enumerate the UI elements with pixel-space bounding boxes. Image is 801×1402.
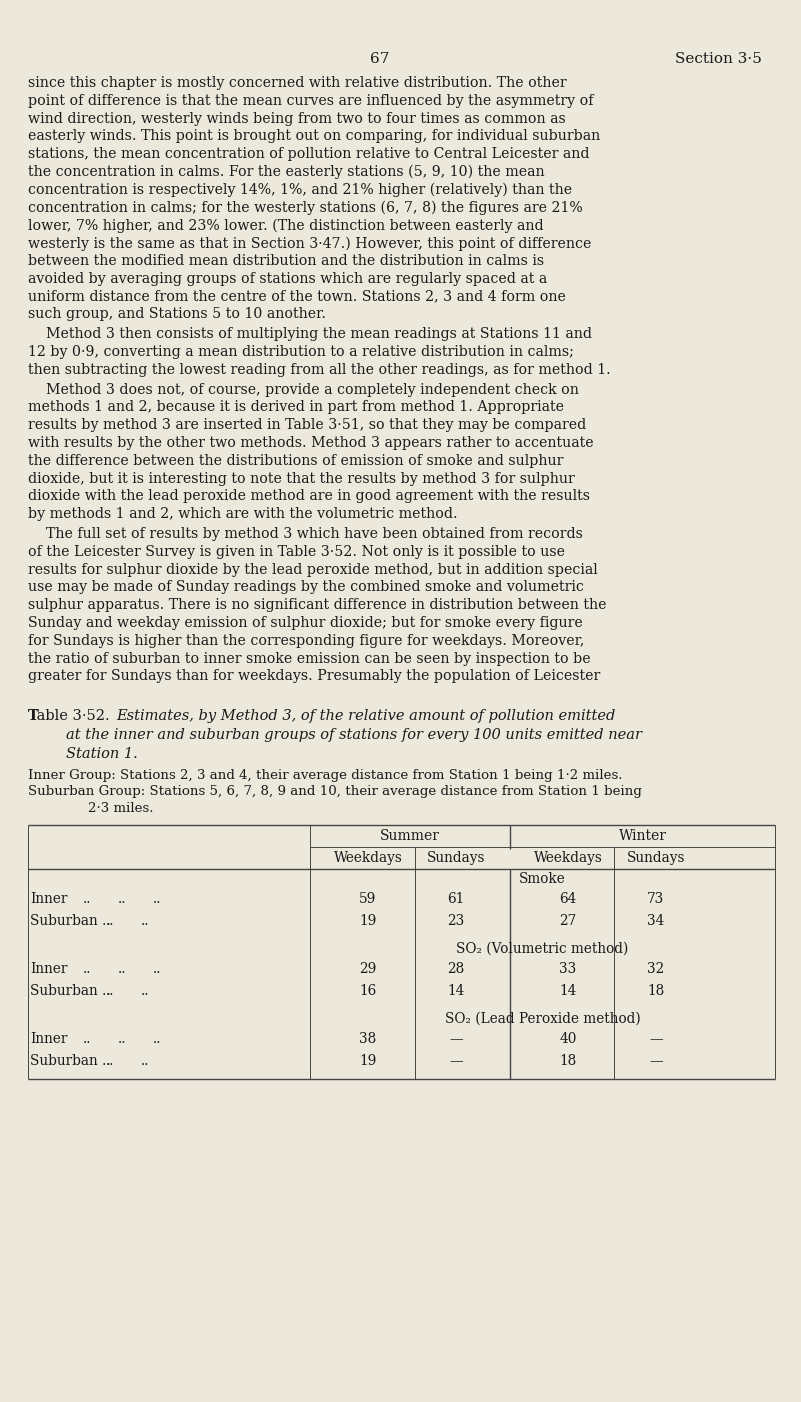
Text: 2·3 miles.: 2·3 miles. [88,802,154,815]
Text: Method 3 does not, of course, provide a completely independent check on: Method 3 does not, of course, provide a … [28,383,579,397]
Text: ..: .. [141,914,150,928]
Text: Inner Group: Stations 2, 3 and 4, their average distance from Station 1 being 1·: Inner Group: Stations 2, 3 and 4, their … [28,768,622,781]
Text: 18: 18 [647,984,665,998]
Text: Inner: Inner [30,892,67,906]
Text: then subtracting the lowest reading from all the other readings, as for method 1: then subtracting the lowest reading from… [28,363,610,377]
Text: Weekdays: Weekdays [333,851,402,865]
Text: by methods 1 and 2, which are with the volumetric method.: by methods 1 and 2, which are with the v… [28,508,457,522]
Text: wind direction, westerly winds being from two to four times as common as: wind direction, westerly winds being fro… [28,112,566,126]
Text: ..: .. [106,1054,115,1068]
Text: Suburban ..: Suburban .. [30,1054,111,1068]
Text: easterly winds. This point is brought out on comparing, for individual suburban: easterly winds. This point is brought ou… [28,129,600,143]
Text: Sundays: Sundays [626,851,685,865]
Text: ..: .. [141,984,150,998]
Text: 14: 14 [447,984,465,998]
Text: 33: 33 [559,962,577,976]
Text: 28: 28 [448,962,465,976]
Text: use may be made of Sunday readings by the combined smoke and volumetric: use may be made of Sunday readings by th… [28,580,584,594]
Text: 23: 23 [448,914,465,928]
Text: such group, and Stations 5 to 10 another.: such group, and Stations 5 to 10 another… [28,307,326,321]
Text: of the Leicester Survey is given in Table 3·52. Not only is it possible to use: of the Leicester Survey is given in Tabl… [28,545,565,559]
Text: Weekdays: Weekdays [533,851,602,865]
Text: 40: 40 [559,1032,577,1046]
Text: for Sundays is higher than the corresponding figure for weekdays. Moreover,: for Sundays is higher than the correspon… [28,634,585,648]
Text: Smoke: Smoke [519,872,566,886]
Text: point of difference is that the mean curves are influenced by the asymmetry of: point of difference is that the mean cur… [28,94,594,108]
Text: 34: 34 [647,914,665,928]
Text: Inner: Inner [30,1032,67,1046]
Text: methods 1 and 2, because it is derived in part from method 1. Appropriate: methods 1 and 2, because it is derived i… [28,401,564,415]
Text: 61: 61 [448,892,465,906]
Text: Suburban ..: Suburban .. [30,914,111,928]
Text: the difference between the distributions of emission of smoke and sulphur: the difference between the distributions… [28,454,563,468]
Text: dioxide, but it is interesting to note that the results by method 3 for sulphur: dioxide, but it is interesting to note t… [28,471,575,485]
Text: with results by the other two methods. Method 3 appears rather to accentuate: with results by the other two methods. M… [28,436,594,450]
Text: 18: 18 [559,1054,577,1068]
Text: sulphur apparatus. There is no significant difference in distribution between th: sulphur apparatus. There is no significa… [28,599,606,613]
Text: Summer: Summer [380,829,440,843]
Text: ..: .. [118,962,127,976]
Text: 67: 67 [370,52,390,66]
Text: ..: .. [83,1032,91,1046]
Text: Inner: Inner [30,962,67,976]
Text: Table 3·52.: Table 3·52. [28,709,110,723]
Text: SO₂ (Volumetric method): SO₂ (Volumetric method) [457,942,629,956]
Text: since this chapter is mostly concerned with relative distribution. The other: since this chapter is mostly concerned w… [28,76,566,90]
Text: Method 3 then consists of multiplying the mean readings at Stations 11 and: Method 3 then consists of multiplying th… [28,327,592,341]
Text: 73: 73 [647,892,665,906]
Text: 29: 29 [360,962,376,976]
Text: ..: .. [83,962,91,976]
Text: concentration is respectively 14%, 1%, and 21% higher (relatively) than the: concentration is respectively 14%, 1%, a… [28,182,572,198]
Text: Suburban Group: Stations 5, 6, 7, 8, 9 and 10, their average distance from Stati: Suburban Group: Stations 5, 6, 7, 8, 9 a… [28,785,642,798]
Text: results for sulphur dioxide by the lead peroxide method, but in addition special: results for sulphur dioxide by the lead … [28,562,598,576]
Text: ..: .. [153,962,162,976]
Text: stations, the mean concentration of pollution relative to Central Leicester and: stations, the mean concentration of poll… [28,147,590,161]
Text: ..: .. [106,984,115,998]
Text: ..: .. [106,914,115,928]
Text: 38: 38 [360,1032,376,1046]
Text: 64: 64 [559,892,577,906]
Text: concentration in calms; for the westerly stations (6, 7, 8) the figures are 21%: concentration in calms; for the westerly… [28,200,583,215]
Text: Section 3·5: Section 3·5 [675,52,762,66]
Text: ..: .. [153,892,162,906]
Text: the concentration in calms. For the easterly stations (5, 9, 10) the mean: the concentration in calms. For the east… [28,165,545,179]
Text: ..: .. [83,892,91,906]
Text: avoided by averaging groups of stations which are regularly spaced at a: avoided by averaging groups of stations … [28,272,547,286]
Text: dioxide with the lead peroxide method are in good agreement with the results: dioxide with the lead peroxide method ar… [28,489,590,503]
Text: uniform distance from the centre of the town. Stations 2, 3 and 4 form one: uniform distance from the centre of the … [28,290,566,304]
Text: greater for Sundays than for weekdays. Presumably the population of Leicester: greater for Sundays than for weekdays. P… [28,669,600,683]
Text: lower, 7% higher, and 23% lower. (The distinction between easterly and: lower, 7% higher, and 23% lower. (The di… [28,219,544,233]
Text: 19: 19 [360,1054,376,1068]
Text: 14: 14 [559,984,577,998]
Text: —: — [449,1054,463,1068]
Text: —: — [449,1032,463,1046]
Text: Sunday and weekday emission of sulphur dioxide; but for smoke every figure: Sunday and weekday emission of sulphur d… [28,615,583,629]
Text: 59: 59 [360,892,376,906]
Text: the ratio of suburban to inner smoke emission can be seen by inspection to be: the ratio of suburban to inner smoke emi… [28,652,590,666]
Text: ..: .. [153,1032,162,1046]
Text: Estimates, by Method 3, of the relative amount of pollution emitted: Estimates, by Method 3, of the relative … [116,709,615,723]
Text: —: — [649,1032,662,1046]
Text: ..: .. [118,1032,127,1046]
Text: results by method 3 are inserted in Table 3·51, so that they may be compared: results by method 3 are inserted in Tabl… [28,418,586,432]
Text: at the inner and suburban groups of stations for every 100 units emitted near: at the inner and suburban groups of stat… [66,728,642,742]
Text: 27: 27 [559,914,577,928]
Text: ..: .. [141,1054,150,1068]
Text: westerly is the same as that in Section 3·47.) However, this point of difference: westerly is the same as that in Section … [28,236,591,251]
Text: Winter: Winter [618,829,666,843]
Text: 32: 32 [647,962,665,976]
Text: 12 by 0·9, converting a mean distribution to a relative distribution in calms;: 12 by 0·9, converting a mean distributio… [28,345,574,359]
Text: Station 1.: Station 1. [66,747,138,761]
Text: 16: 16 [360,984,376,998]
Text: Sundays: Sundays [427,851,485,865]
Text: between the modified mean distribution and the distribution in calms is: between the modified mean distribution a… [28,254,544,268]
Text: ..: .. [118,892,127,906]
Text: The full set of results by method 3 which have been obtained from records: The full set of results by method 3 whic… [28,527,583,541]
Text: SO₂ (Lead Peroxide method): SO₂ (Lead Peroxide method) [445,1012,640,1026]
Text: 19: 19 [360,914,376,928]
Text: —: — [649,1054,662,1068]
Text: T: T [28,709,39,723]
Text: Suburban ..: Suburban .. [30,984,111,998]
